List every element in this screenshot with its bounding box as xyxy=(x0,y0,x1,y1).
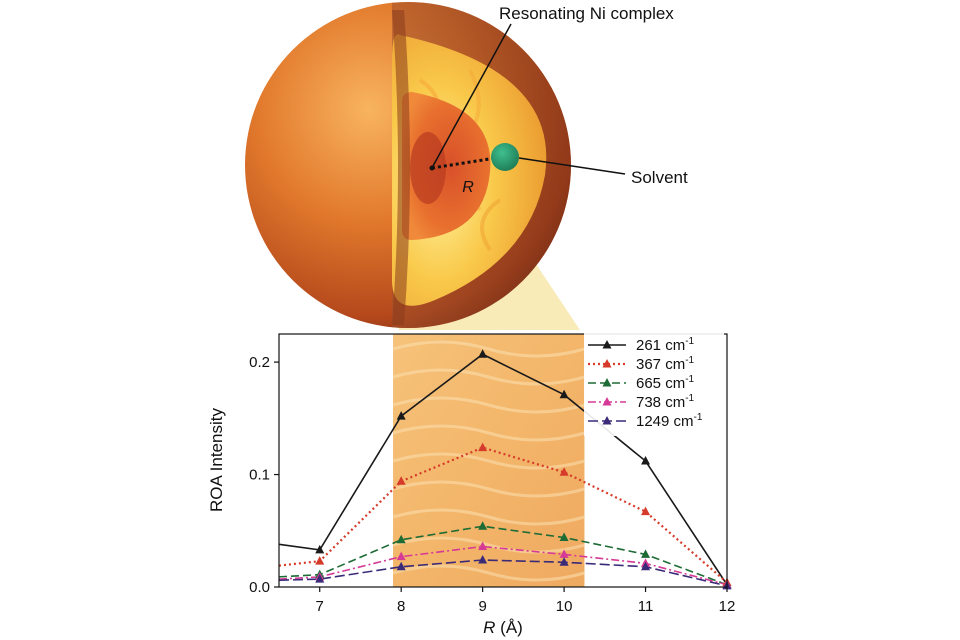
plot-frame xyxy=(278,333,728,588)
x-tick-label: 10 xyxy=(556,598,573,615)
data-point xyxy=(315,574,325,583)
band-texture xyxy=(392,564,585,582)
data-point xyxy=(478,521,488,530)
data-point xyxy=(478,555,488,564)
solvent-leader-line xyxy=(518,157,626,175)
x-axis-label-symbol: R xyxy=(483,618,495,637)
data-point xyxy=(478,349,488,358)
data-point xyxy=(396,551,406,561)
band-texture xyxy=(392,424,585,442)
data-point xyxy=(315,556,325,565)
data-point xyxy=(315,544,325,554)
legend-swatch-marker xyxy=(602,378,612,387)
data-point xyxy=(559,549,569,558)
data-point xyxy=(641,456,651,465)
data-point xyxy=(396,411,406,420)
legend-label: 367 cm-1 xyxy=(636,355,695,373)
data-point xyxy=(559,389,569,399)
x-tick-label: 7 xyxy=(316,598,324,615)
y-tick-label: 0.2 xyxy=(249,354,270,371)
legend-label: 261 cm-1 xyxy=(636,336,695,354)
data-point xyxy=(396,561,406,571)
x-tick-label: 12 xyxy=(719,598,736,615)
data-point xyxy=(641,506,651,516)
band-texture xyxy=(392,452,585,470)
x-axis-label-unit: (Å) xyxy=(495,618,522,637)
legend-label: 665 cm-1 xyxy=(636,374,695,392)
x-tick-label: 8 xyxy=(397,598,405,615)
data-point xyxy=(641,549,651,558)
solvent-molecule xyxy=(491,143,519,171)
y-axis-label: ROA Intensity xyxy=(207,408,226,512)
band-texture xyxy=(392,480,585,498)
legend-swatch-marker xyxy=(602,359,612,368)
solvation-sphere-illustration: R Resonating Ni complex Solvent xyxy=(245,2,688,328)
data-point xyxy=(559,467,569,476)
legend-label: 1249 cm-1 xyxy=(636,412,703,430)
roa-chart: 7 8 9 10 11 12 0.0 0.1 0.2 ROA Intensity R (Å) 2… xyxy=(207,333,735,637)
data-point xyxy=(478,442,488,452)
data-point xyxy=(396,534,406,544)
x-tick-label: 11 xyxy=(638,598,654,615)
data-point xyxy=(559,532,569,542)
band-texture xyxy=(392,340,585,358)
band-texture xyxy=(392,396,585,414)
complex-label: Resonating Ni complex xyxy=(499,4,674,23)
x-tick-label: 9 xyxy=(478,598,486,615)
band-texture xyxy=(392,536,585,554)
legend-label: 738 cm-1 xyxy=(636,393,695,411)
y-tick-label: 0.1 xyxy=(249,467,270,484)
legend-swatch-marker xyxy=(602,397,612,406)
radius-label: R xyxy=(462,179,474,196)
band-texture xyxy=(392,368,585,386)
center-dot xyxy=(429,165,435,171)
data-point xyxy=(396,476,406,485)
x-axis-label: R (Å) xyxy=(483,618,523,637)
solvent-label: Solvent xyxy=(631,168,688,187)
data-point xyxy=(641,561,651,571)
band-texture xyxy=(392,508,585,526)
complex-leader-line xyxy=(432,23,512,167)
data-point xyxy=(478,541,488,551)
legend-swatch-marker xyxy=(602,340,612,349)
y-tick-label: 0.0 xyxy=(249,579,270,596)
legend-swatch-marker xyxy=(602,416,612,425)
data-point xyxy=(559,557,569,566)
